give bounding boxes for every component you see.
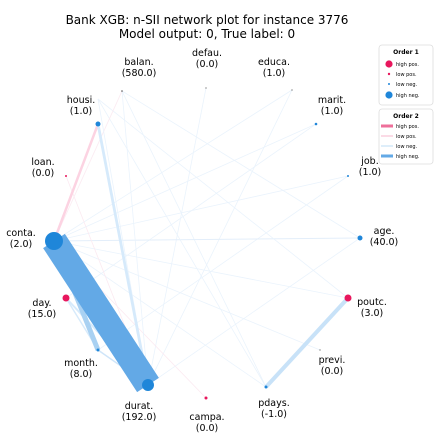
label-campa-value: (0.0) [196,423,219,434]
legend2-label-low-neg: low neg. [396,144,418,150]
edge-housi-durat [96,123,150,386]
legend1-marker-low-pos [387,72,391,76]
node-age [357,235,363,241]
label-durat-name: durat. [125,401,154,412]
edge-faint [53,240,267,388]
edge-poutc-pdays [264,296,350,389]
node-conta [45,232,63,250]
label-previ-value: (0.0) [321,366,344,377]
label-month-value: (8.0) [70,369,93,380]
edge-faint [121,90,149,386]
label-job-name: job. [360,156,379,167]
node-campa [204,396,208,400]
legend2-label-high-neg: high neg. [396,154,420,160]
legend-order1-title: Order 1 [393,49,419,56]
edge-faint [97,175,349,351]
plot-title-line2: Model output: 0, True label: 0 [119,27,295,41]
label-job-value: (1.0) [359,167,382,178]
legend1-marker-high-neg [385,91,393,99]
node-housi [95,121,101,127]
legend1-label-high-neg: high neg. [396,93,420,99]
edge-faint [147,87,207,386]
label-pdays-value: (-1.0) [261,409,287,420]
legend1-label-high-pos: high pos. [396,62,419,68]
label-day-name: day. [32,298,51,309]
label-conta-value: (2.0) [10,239,33,250]
legend1-label-low-pos: low pos. [396,72,417,78]
label-age-value: (40.0) [370,237,399,248]
node-loan [65,175,67,177]
label-educa-value: (1.0) [263,68,286,79]
label-balan-value: (580.0) [122,68,157,79]
edge-faint [121,90,267,388]
label-campa-name: campa. [189,412,224,423]
edge-faint [97,98,267,388]
edge-faint [53,123,317,242]
edge-faint [53,175,349,242]
node-job [347,175,349,177]
label-previ-name: previ. [319,355,346,366]
node-pdays [264,385,268,389]
edge-faint [53,237,361,242]
label-poutc-name: poutc. [357,297,387,308]
legend1-label-low-neg: low neg. [396,82,418,88]
edge-faint [147,237,361,386]
label-age-name: age. [374,226,395,237]
node-durat [142,379,154,391]
label-day-value: (15.0) [28,309,57,320]
edge-faint [53,89,293,242]
label-balan-name: balan. [124,57,153,68]
label-poutc-value: (3.0) [361,308,384,319]
plot-title-line1: Bank XGB: n-SII network plot for instanc… [66,13,349,27]
interaction-edges [43,87,361,399]
legend1-marker-high-pos [385,60,393,68]
edge-conta-durat [43,233,159,393]
label-pdays-name: pdays. [258,398,289,409]
label-housi-name: housi. [67,95,95,106]
label-conta-name: conta. [6,228,36,239]
node-defau [205,87,207,89]
node-previ [319,349,321,351]
legend-order1: Order 1 high pos. low pos. low neg. high… [378,44,434,106]
edge-faint [53,240,349,299]
label-marit-value: (1.0) [321,106,344,117]
feature-nodes [45,87,363,400]
edge-faint [53,90,123,242]
edge-faint [97,98,349,299]
label-loan-name: loan. [31,157,54,168]
label-educa-name: educa. [258,57,290,68]
label-defau-name: defau. [192,48,222,59]
label-housi-value: (1.0) [70,106,93,117]
legend2-label-low-pos: low pos. [396,134,417,140]
node-month [96,348,100,352]
edge-faint [121,90,361,239]
legend-order2-title: Order 2 [393,113,419,120]
legend1-marker-low-neg [388,83,390,85]
legend-order2: Order 2 high pos. low pos. low neg. high… [378,108,434,165]
label-marit-name: marit. [318,95,346,106]
feature-labels: balan. (580.0) defau. (0.0) educa. (1.0)… [6,48,398,434]
node-educa [291,89,293,91]
label-durat-value: (192.0) [122,412,157,423]
node-day [62,294,70,302]
edge-housi-conta [52,123,100,242]
node-balan [121,90,123,92]
node-marit [314,122,318,126]
label-month-name: month. [64,358,98,369]
legend2-label-high-pos: high pos. [396,124,419,130]
label-loan-value: (0.0) [32,168,55,179]
edge-faint [147,89,293,386]
node-poutc [344,294,352,302]
label-defau-value: (0.0) [196,59,219,70]
